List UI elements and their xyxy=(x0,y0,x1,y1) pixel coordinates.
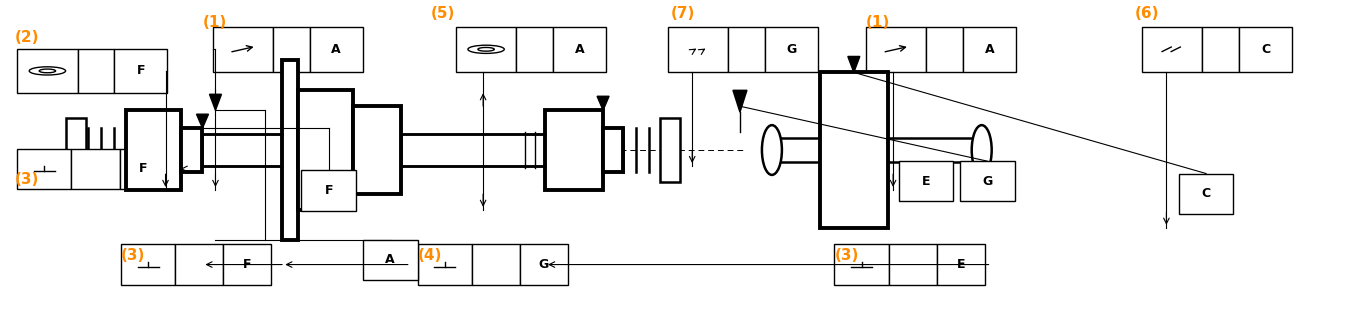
Bar xyxy=(516,27,553,72)
Text: A: A xyxy=(386,254,395,266)
Text: A: A xyxy=(575,43,584,56)
Text: F: F xyxy=(137,64,145,78)
Bar xyxy=(66,118,86,182)
Ellipse shape xyxy=(762,125,782,175)
Bar xyxy=(181,128,202,172)
Bar xyxy=(770,138,985,162)
Polygon shape xyxy=(209,94,222,110)
Bar xyxy=(202,134,282,166)
Bar xyxy=(401,134,561,166)
Text: (6): (6) xyxy=(1135,6,1160,20)
Text: G: G xyxy=(539,258,549,271)
Bar xyxy=(1239,27,1293,72)
Bar xyxy=(353,106,401,194)
Text: (7): (7) xyxy=(670,6,695,20)
Bar xyxy=(456,27,516,72)
Text: A: A xyxy=(985,43,995,56)
Bar xyxy=(866,27,926,72)
Polygon shape xyxy=(733,90,747,112)
Bar xyxy=(71,149,119,189)
Bar xyxy=(960,161,1015,201)
Text: (1): (1) xyxy=(866,15,891,30)
Bar xyxy=(1179,174,1234,214)
Bar xyxy=(298,90,353,210)
Bar xyxy=(926,27,963,72)
Text: (4): (4) xyxy=(417,248,442,263)
Text: (2): (2) xyxy=(14,30,38,45)
Text: (5): (5) xyxy=(431,6,456,20)
Bar xyxy=(78,49,114,93)
Bar xyxy=(126,110,181,190)
Polygon shape xyxy=(848,56,860,72)
Text: E: E xyxy=(922,175,930,188)
Bar xyxy=(937,245,985,285)
Bar xyxy=(16,49,78,93)
Bar xyxy=(553,27,606,72)
Text: A: A xyxy=(331,43,341,56)
Text: C: C xyxy=(1201,187,1211,200)
Bar xyxy=(819,72,888,228)
Bar xyxy=(472,245,520,285)
Bar xyxy=(301,170,356,210)
Text: C: C xyxy=(1261,43,1270,56)
Bar xyxy=(114,49,167,93)
Bar xyxy=(119,149,167,189)
Bar xyxy=(309,27,363,72)
Text: (1): (1) xyxy=(202,15,227,30)
Bar xyxy=(963,27,1016,72)
Bar xyxy=(659,118,680,182)
Text: G: G xyxy=(982,175,993,188)
Bar xyxy=(889,245,937,285)
Bar xyxy=(363,240,417,280)
Bar xyxy=(834,245,889,285)
Bar xyxy=(544,110,603,190)
Polygon shape xyxy=(197,114,208,128)
Text: (3): (3) xyxy=(14,172,38,187)
Bar xyxy=(212,27,274,72)
Bar xyxy=(520,245,568,285)
Bar xyxy=(728,27,765,72)
Bar xyxy=(120,245,175,285)
Text: G: G xyxy=(787,43,796,56)
Bar xyxy=(417,245,472,285)
Bar xyxy=(16,149,71,189)
Ellipse shape xyxy=(971,125,992,175)
Bar xyxy=(274,27,309,72)
Bar xyxy=(175,245,223,285)
Text: E: E xyxy=(956,258,964,271)
Bar xyxy=(282,60,298,240)
Text: F: F xyxy=(140,162,148,175)
Bar xyxy=(1142,27,1202,72)
Bar xyxy=(603,128,622,172)
Bar xyxy=(899,161,953,201)
Text: (3): (3) xyxy=(120,248,145,263)
Text: (3): (3) xyxy=(834,248,859,263)
Polygon shape xyxy=(596,96,609,110)
Text: F: F xyxy=(324,184,332,197)
Bar xyxy=(1202,27,1239,72)
Bar xyxy=(668,27,728,72)
Bar xyxy=(765,27,818,72)
Text: F: F xyxy=(244,258,252,271)
Bar xyxy=(223,245,271,285)
